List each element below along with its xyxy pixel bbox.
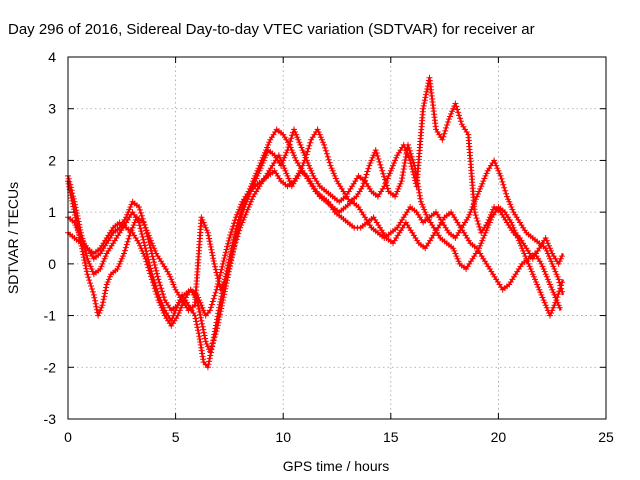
series-markers bbox=[65, 157, 566, 329]
y-axis-label: SDTVAR / TECUs bbox=[5, 182, 21, 294]
x-tick-label: 25 bbox=[598, 429, 614, 445]
x-tick-label: 15 bbox=[383, 429, 399, 445]
series-3 bbox=[65, 157, 566, 329]
x-tick-label: 10 bbox=[275, 429, 291, 445]
axis-ticks: 0 5 10 15 20 25 -3 -2 -1 0 1 2 3 4 bbox=[44, 49, 614, 445]
x-tick-label: 20 bbox=[491, 429, 507, 445]
x-axis-label: GPS time / hours bbox=[283, 458, 390, 474]
y-tick-label: 4 bbox=[48, 49, 56, 65]
y-tick-label: 0 bbox=[48, 256, 56, 272]
y-tick-label: 2 bbox=[48, 152, 56, 168]
plot-frame bbox=[67, 56, 607, 420]
series-markers bbox=[65, 74, 565, 355]
plot-area bbox=[65, 74, 566, 371]
chart-title: Day 296 of 2016, Sidereal Day-to-day VTE… bbox=[8, 21, 535, 38]
y-tick-label: -3 bbox=[44, 411, 57, 427]
series-2 bbox=[65, 74, 565, 355]
series-line bbox=[67, 159, 565, 327]
x-tick-label: 0 bbox=[64, 429, 72, 445]
grid bbox=[68, 57, 606, 419]
y-tick-label: -1 bbox=[44, 308, 57, 324]
x-tick-label: 5 bbox=[172, 429, 180, 445]
y-tick-label: 3 bbox=[48, 101, 56, 117]
y-tick-label: -2 bbox=[44, 359, 57, 375]
y-tick-label: 1 bbox=[48, 204, 56, 220]
